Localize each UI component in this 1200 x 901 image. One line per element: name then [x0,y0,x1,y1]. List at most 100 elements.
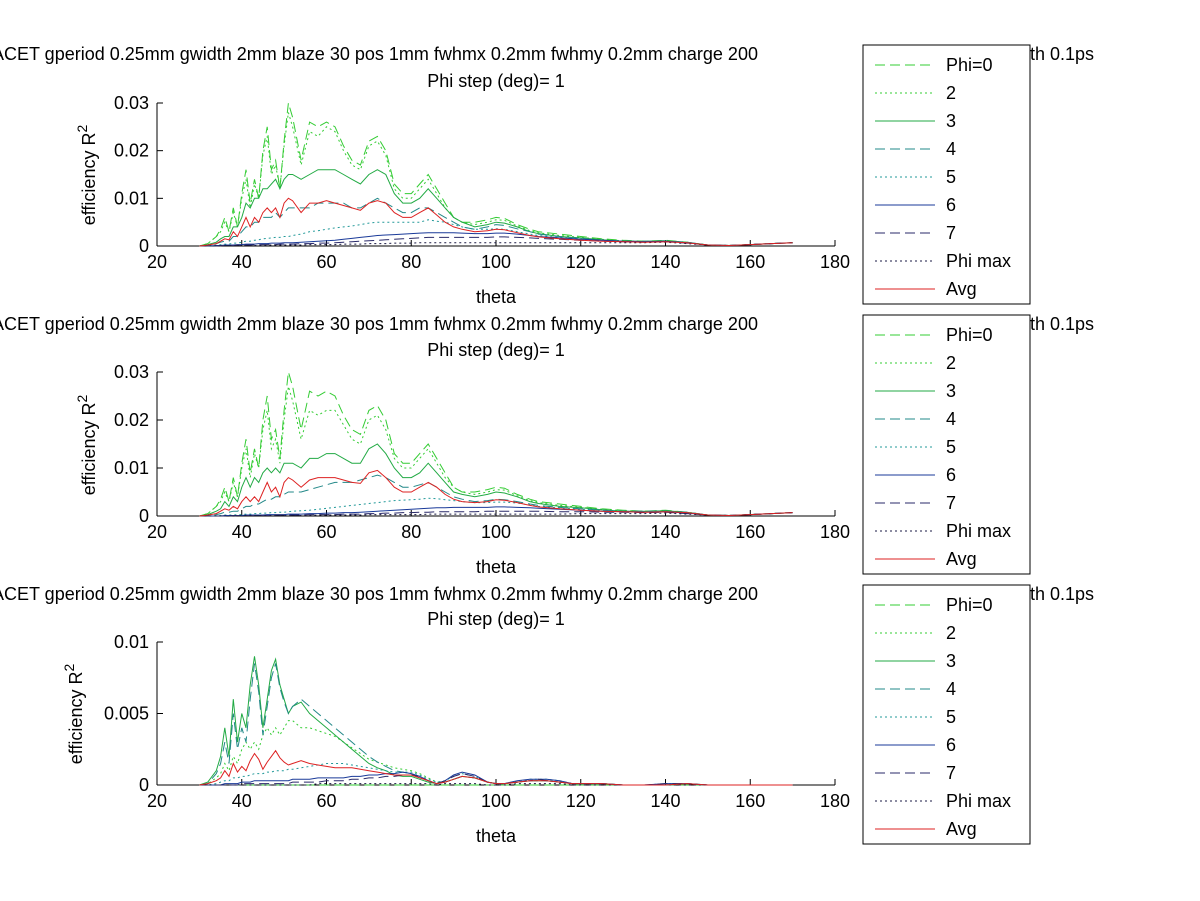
x-tick-label: 100 [481,252,511,272]
legend-label: 4 [946,139,956,159]
series-line-phi0 [199,102,793,247]
legend: Phi=0 2 3 4 5 6 7 Phi max Avg [862,314,1031,575]
legend-label: 7 [946,763,956,783]
y-tick-label: 0 [139,506,149,526]
series-line-avg [199,749,793,786]
x-tick-label: 60 [316,252,336,272]
legend-label: 5 [946,167,956,187]
subplot-3: ACET gperiod 0.25mm gwidth 2mm blaze 30 … [0,584,1094,846]
series-line-phi4 [199,197,793,247]
x-tick-label: 80 [401,252,421,272]
legend-label: 5 [946,707,956,727]
legend-label: Phi=0 [946,325,993,345]
legend-label: Phi max [946,251,1011,271]
series-line-phi6 [199,232,793,247]
legend-label: Phi max [946,521,1011,541]
x-tick-label: 60 [316,522,336,542]
x-tick-label: 120 [566,522,596,542]
x-tick-label: 100 [481,791,511,811]
x-tick-label: 120 [566,252,596,272]
x-tick-label: 80 [401,791,421,811]
legend-label: Avg [946,279,977,299]
y-tick-label: 0 [139,775,149,795]
legend-label: 7 [946,493,956,513]
legend-label: 6 [946,735,956,755]
legend-label: 7 [946,223,956,243]
y-tick-label: 0.02 [114,410,149,430]
x-tick-label: 20 [147,522,167,542]
y-tick-label: 0 [139,236,149,256]
series-line-phimax [199,783,793,786]
legend-label: Phi=0 [946,595,993,615]
series-line-phi0 [199,371,793,517]
x-tick-label: 120 [566,791,596,811]
x-tick-label: 40 [232,791,252,811]
x-axis-label: theta [476,557,517,577]
y-axis-label-text: efficiency R [79,403,99,496]
x-tick-label: 20 [147,791,167,811]
legend-label: 3 [946,111,956,131]
y-axis-label: efficiency R2 [74,125,99,226]
y-tick-label: 0.03 [114,362,149,382]
plot-title-tail: th 0.1ps [1030,44,1094,64]
series-line-phi5 [199,497,793,517]
x-axis-label: theta [476,826,517,846]
series-line-phi6 [199,771,793,786]
series-line-avg [199,197,793,247]
plot-area: 20 40 60 80 100 120 140 160 180 0 0.005 0.01 [104,632,850,811]
x-tick-label: 180 [820,522,850,542]
subplot-1: ACET gperiod 0.25mm gwidth 2mm blaze 30 … [0,44,1094,307]
y-axis-label: efficiency R2 [74,395,99,496]
subplot-2: ACET gperiod 0.25mm gwidth 2mm blaze 30 … [0,314,1094,577]
plot-title-tail: th 0.1ps [1030,584,1094,604]
y-axis-label-text: efficiency R [79,133,99,226]
x-tick-label: 80 [401,522,421,542]
x-tick-label: 180 [820,791,850,811]
legend: Phi=0 2 3 4 5 6 7 Phi max Avg [862,584,1031,845]
plot-area: 20 40 60 80 100 120 140 160 180 0 0.01 0.02 0.03 [114,93,850,272]
y-tick-label: 0.02 [114,141,149,161]
legend-label: 6 [946,465,956,485]
x-tick-label: 160 [735,522,765,542]
legend-label: 4 [946,409,956,429]
plot-area: 20 40 60 80 100 120 140 160 180 0 0.01 0.02 0.03 [114,362,850,542]
y-tick-label: 0.03 [114,93,149,113]
series-line-phi4 [199,474,793,517]
legend-label: Avg [946,819,977,839]
legend-label: 6 [946,195,956,215]
x-tick-label: 40 [232,522,252,542]
series-line-phi5 [199,763,793,786]
y-tick-label: 0.01 [114,188,149,208]
series-line-avg [199,469,793,517]
y-tick-label: 0.01 [114,632,149,652]
x-tick-label: 140 [650,252,680,272]
legend-label: 2 [946,353,956,373]
plot-title-tail: th 0.1ps [1030,314,1094,334]
x-tick-label: 160 [735,252,765,272]
legend-label: 5 [946,437,956,457]
y-axis-label-sup: 2 [74,125,90,133]
plot-subtitle: Phi step (deg)= 1 [427,609,565,629]
y-tick-label: 0.01 [114,458,149,478]
y-tick-label: 0.005 [104,704,149,724]
x-axis-label: theta [476,287,517,307]
legend-label: Phi=0 [946,55,993,75]
legend-label: Phi max [946,791,1011,811]
x-tick-label: 20 [147,252,167,272]
y-axis-label: efficiency R2 [61,664,86,765]
series-line-phimax [199,241,793,247]
legend-label: Avg [946,549,977,569]
series-line-phi5 [199,219,793,247]
legend-label: 3 [946,381,956,401]
legend-label: 3 [946,651,956,671]
y-axis-label-text: efficiency R [66,672,86,765]
legend-label: 2 [946,623,956,643]
series-line-phi3 [199,443,793,517]
plot-title: ACET gperiod 0.25mm gwidth 2mm blaze 30 … [0,44,758,64]
series-line-phimax [199,512,793,517]
x-tick-label: 180 [820,252,850,272]
y-axis-label-sup: 2 [74,395,90,403]
plot-subtitle: Phi step (deg)= 1 [427,71,565,91]
legend-label: 2 [946,83,956,103]
